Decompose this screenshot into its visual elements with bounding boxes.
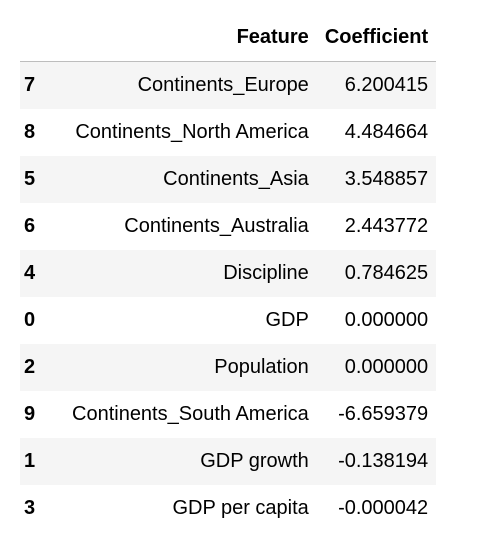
- header-row: Feature Coefficient: [20, 14, 437, 62]
- table-row: 8 Continents_North America 4.484664: [20, 109, 437, 156]
- row-index: 9: [24, 403, 36, 425]
- column-header-coefficient: Coefficient: [316, 14, 437, 62]
- feature-cell: Discipline: [223, 262, 309, 284]
- coefficient-cell: 0.000000: [344, 309, 429, 331]
- row-index: 3: [24, 497, 36, 519]
- coefficient-cell: 4.484664: [344, 121, 429, 143]
- index-header: [20, 14, 64, 62]
- row-index: 5: [24, 168, 36, 190]
- coefficient-cell: -0.000042: [338, 497, 429, 519]
- feature-cell: Continents_Asia: [163, 168, 309, 190]
- row-index: 4: [24, 262, 36, 284]
- feature-cell: Population: [214, 356, 309, 378]
- feature-cell: GDP per capita: [172, 497, 309, 519]
- row-index: 2: [24, 356, 36, 378]
- row-index: 0: [24, 309, 36, 331]
- coefficient-cell: 0.784625: [344, 262, 429, 284]
- feature-cell: Continents_Australia: [124, 215, 309, 237]
- coefficient-cell: 6.200415: [344, 74, 429, 96]
- feature-cell: GDP growth: [200, 450, 309, 472]
- row-index: 1: [24, 450, 36, 472]
- table-row: 0 GDP 0.000000: [20, 297, 437, 344]
- coefficient-cell: -6.659379: [338, 403, 429, 425]
- dataframe-output: Feature Coefficient 7 Continents_Europe …: [20, 14, 480, 532]
- feature-cell: GDP: [265, 309, 309, 331]
- table-row: 5 Continents_Asia 3.548857: [20, 156, 437, 203]
- table-row: 4 Discipline 0.784625: [20, 250, 437, 297]
- table-row: 3 GDP per capita -0.000042: [20, 485, 437, 532]
- table-row: 9 Continents_South America -6.659379: [20, 391, 437, 438]
- table-body: 7 Continents_Europe 6.200415 8 Continent…: [20, 61, 437, 532]
- table-row: 7 Continents_Europe 6.200415: [20, 61, 437, 109]
- coefficient-cell: 3.548857: [344, 168, 429, 190]
- coefficient-cell: 0.000000: [344, 356, 429, 378]
- coefficient-cell: 2.443772: [344, 215, 429, 237]
- table-header: Feature Coefficient: [20, 14, 437, 62]
- feature-cell: Continents_South America: [72, 403, 309, 425]
- row-index: 6: [24, 215, 36, 237]
- coefficient-table: Feature Coefficient 7 Continents_Europe …: [20, 14, 437, 532]
- table-row: 2 Population 0.000000: [20, 344, 437, 391]
- feature-cell: Continents_North America: [75, 121, 309, 143]
- table-row: 6 Continents_Australia 2.443772: [20, 203, 437, 250]
- row-index: 7: [24, 74, 36, 96]
- row-index: 8: [24, 121, 36, 143]
- table-row: 1 GDP growth -0.138194: [20, 438, 437, 485]
- column-header-feature: Feature: [64, 14, 317, 62]
- coefficient-cell: -0.138194: [338, 450, 429, 472]
- feature-cell: Continents_Europe: [137, 74, 309, 96]
